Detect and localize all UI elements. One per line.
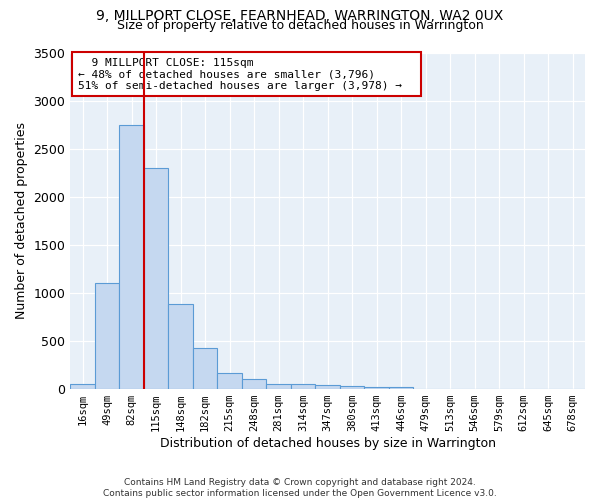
Text: 9, MILLPORT CLOSE, FEARNHEAD, WARRINGTON, WA2 0UX: 9, MILLPORT CLOSE, FEARNHEAD, WARRINGTON… bbox=[97, 9, 503, 23]
Bar bbox=[242, 380, 266, 389]
Bar bbox=[144, 168, 169, 389]
Bar bbox=[266, 384, 291, 389]
Bar bbox=[316, 385, 340, 389]
Bar bbox=[217, 372, 242, 389]
X-axis label: Distribution of detached houses by size in Warrington: Distribution of detached houses by size … bbox=[160, 437, 496, 450]
Bar bbox=[119, 124, 144, 389]
Bar bbox=[364, 386, 389, 389]
Bar bbox=[193, 348, 217, 389]
Text: Contains HM Land Registry data © Crown copyright and database right 2024.
Contai: Contains HM Land Registry data © Crown c… bbox=[103, 478, 497, 498]
Bar bbox=[169, 304, 193, 389]
Bar bbox=[70, 384, 95, 389]
Text: Size of property relative to detached houses in Warrington: Size of property relative to detached ho… bbox=[116, 19, 484, 32]
Bar bbox=[291, 384, 316, 389]
Y-axis label: Number of detached properties: Number of detached properties bbox=[15, 122, 28, 320]
Bar bbox=[340, 386, 364, 389]
Bar bbox=[389, 387, 413, 389]
Text: 9 MILLPORT CLOSE: 115sqm
← 48% of detached houses are smaller (3,796)
51% of sem: 9 MILLPORT CLOSE: 115sqm ← 48% of detach… bbox=[78, 58, 416, 90]
Bar bbox=[95, 284, 119, 389]
